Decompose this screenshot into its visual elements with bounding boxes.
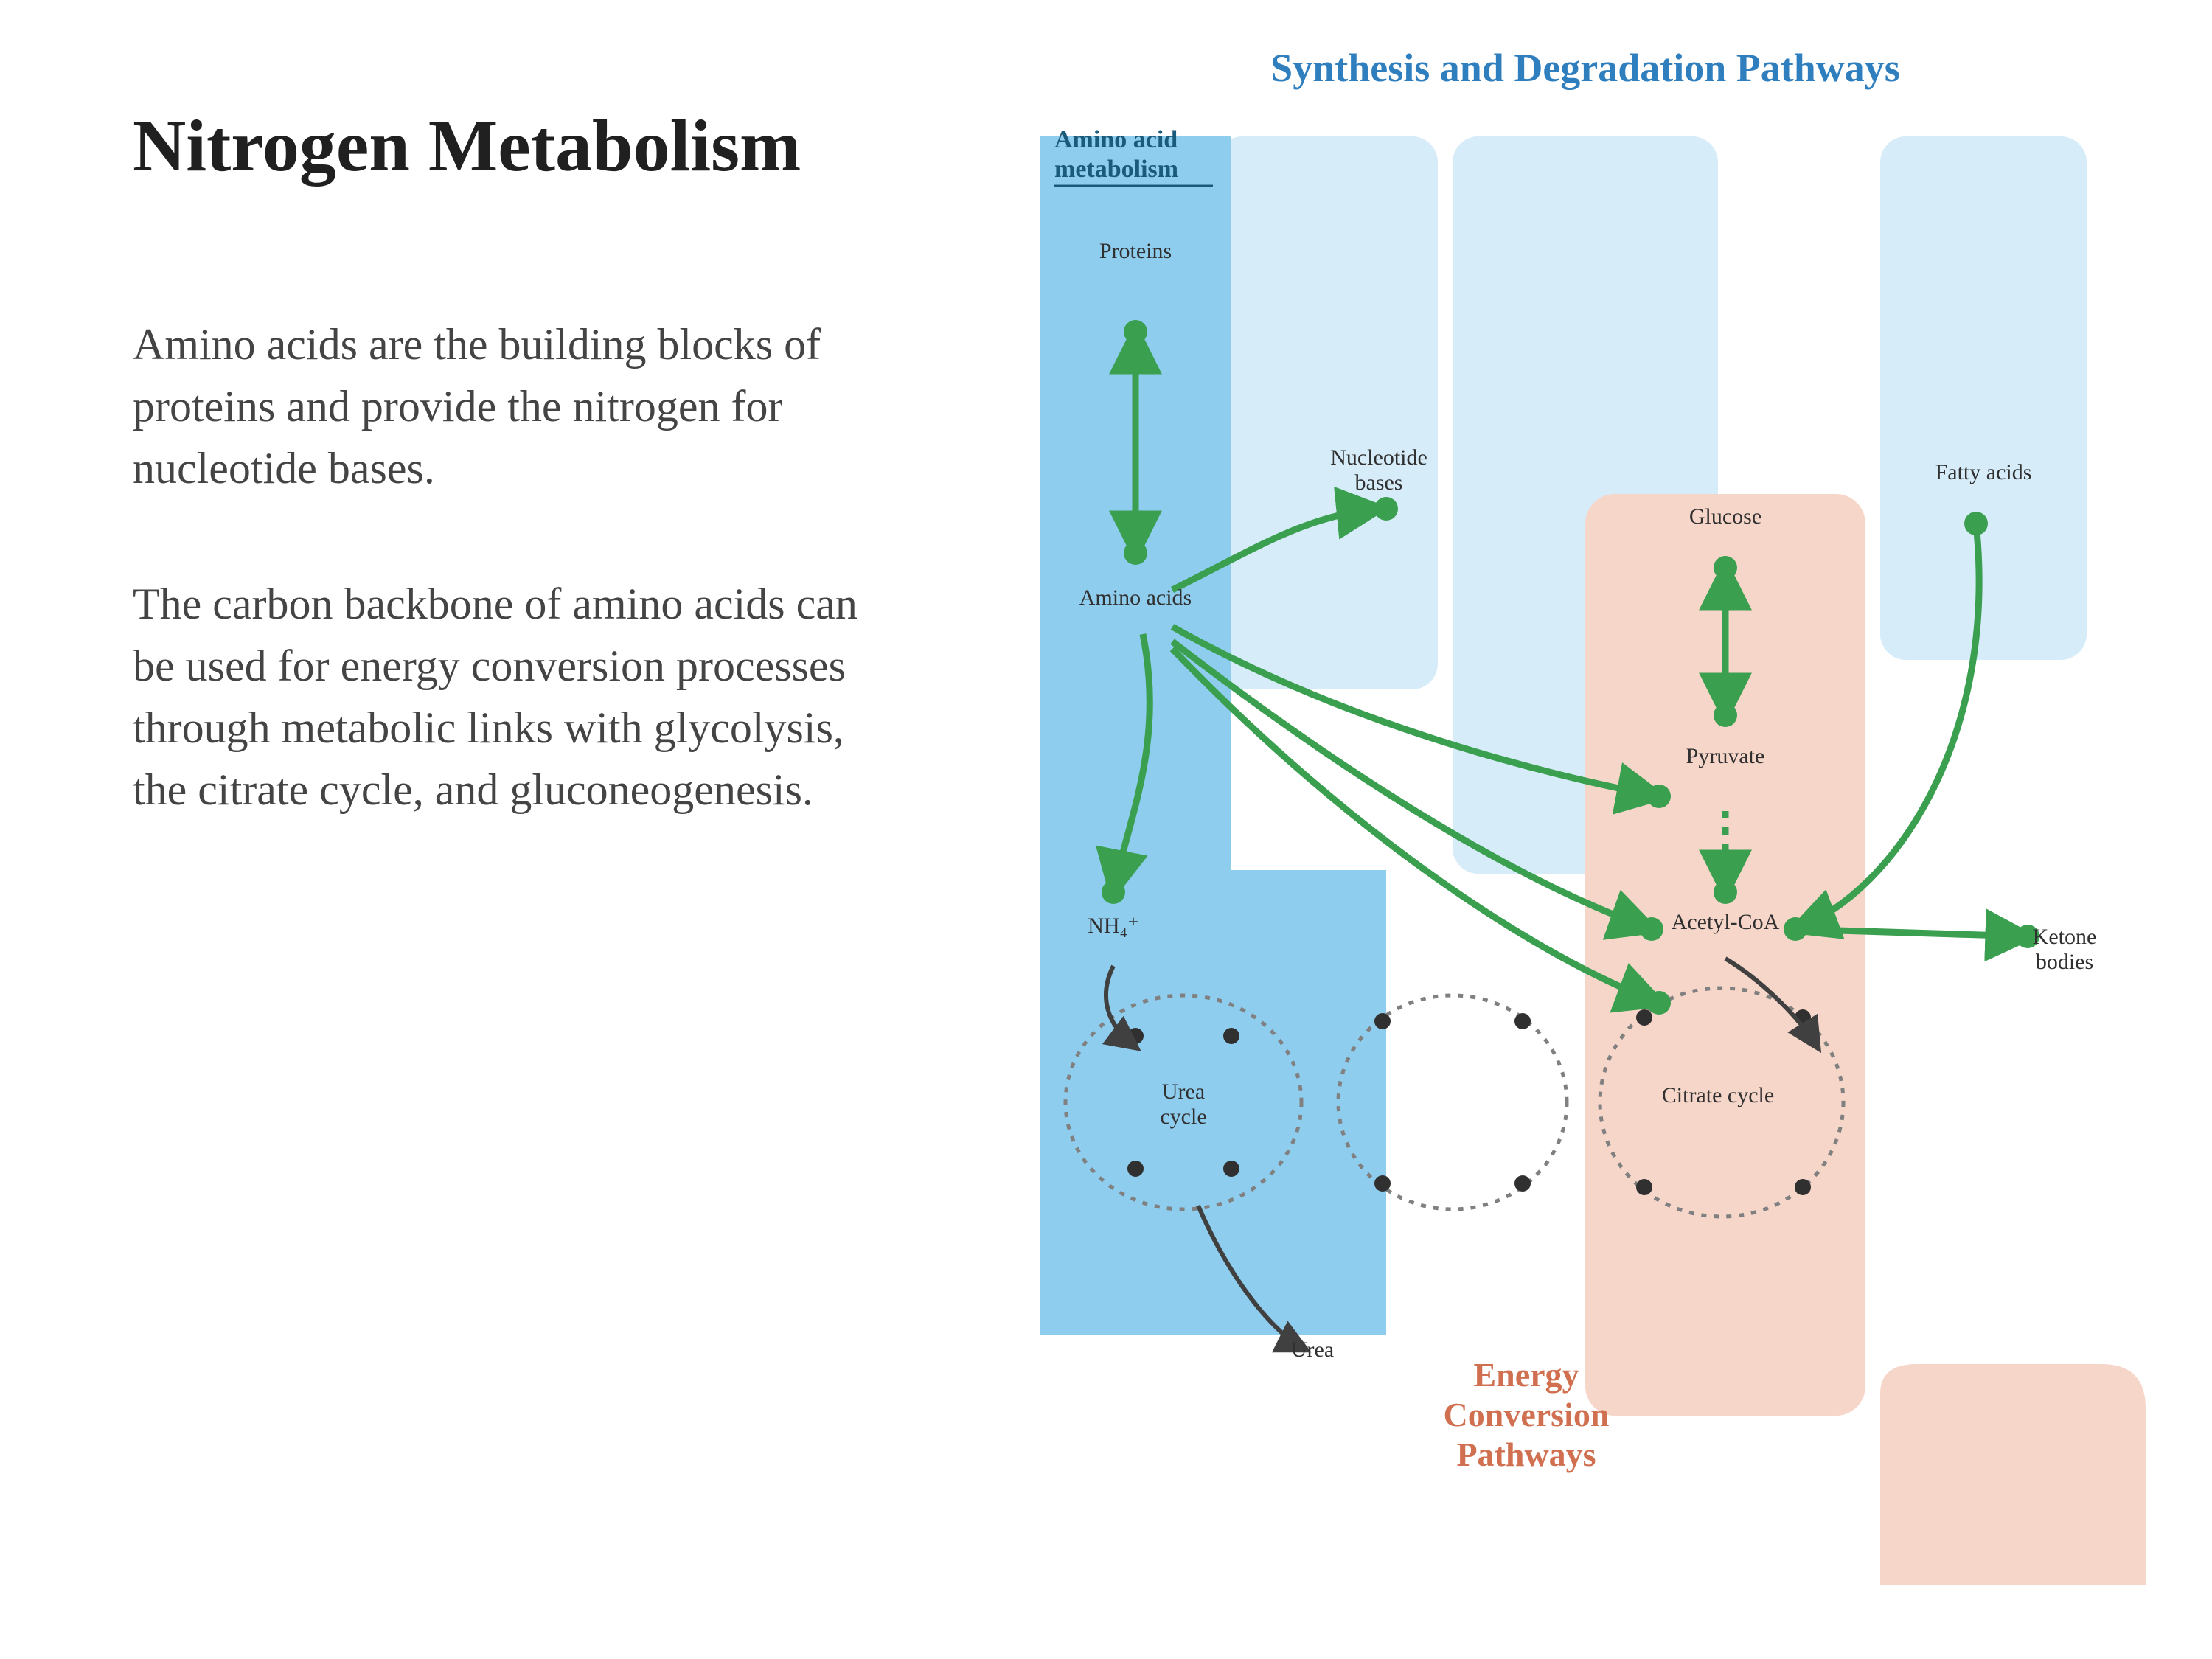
svg-text:Acetyl-CoA: Acetyl-CoA (1672, 910, 1780, 934)
svg-text:Pyruvate: Pyruvate (1686, 744, 1765, 768)
svg-text:Nucleotide: Nucleotide (1330, 445, 1427, 470)
diagram-svg: Proteins Amino acids Nucleotidebases Glucos… (1010, 37, 2168, 1585)
svg-text:Amino acid: Amino acid (1054, 126, 1178, 153)
svg-text:Urea: Urea (1291, 1338, 1334, 1362)
svg-text:Urea: Urea (1162, 1079, 1205, 1104)
svg-text:metabolism: metabolism (1054, 156, 1178, 183)
svg-text:Conversion: Conversion (1444, 1396, 1610, 1433)
svg-text:bodies: bodies (2036, 950, 2093, 974)
svg-text:Ketone: Ketone (2033, 925, 2097, 949)
svg-text:Amino acids: Amino acids (1079, 585, 1192, 610)
svg-text:Proteins: Proteins (1099, 239, 1172, 263)
paragraph-1: Amino acids are the building blocks of p… (133, 313, 870, 499)
svg-text:Pathways: Pathways (1456, 1436, 1596, 1473)
svg-text:cycle: cycle (1160, 1105, 1206, 1129)
svg-text:Citrate cycle: Citrate cycle (1662, 1083, 1774, 1107)
svg-text:Glucose: Glucose (1689, 504, 1761, 529)
metabolism-diagram: Proteins Amino acids Nucleotidebases Glucos… (1010, 37, 2168, 1585)
svg-text:Synthesis and Degradation Path: Synthesis and Degradation Pathways (1270, 46, 1900, 90)
background-panels (1040, 136, 2146, 1585)
page-title: Nitrogen Metabolism (133, 103, 870, 188)
svg-text:Fatty acids: Fatty acids (1935, 460, 2032, 484)
paragraph-2: The carbon backbone of amino acids can b… (133, 573, 870, 821)
svg-text:bases: bases (1355, 470, 1403, 495)
svg-text:Energy: Energy (1473, 1356, 1579, 1394)
svg-text:NH₄⁺: NH₄⁺ (1088, 914, 1139, 938)
